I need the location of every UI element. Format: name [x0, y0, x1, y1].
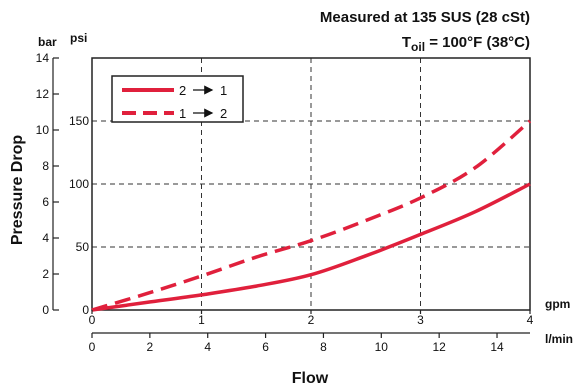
lpm-tick-label: 0 [89, 340, 96, 354]
gpm-tick-label: 3 [417, 313, 424, 327]
bar-tick-label: 12 [36, 87, 50, 101]
gpm-tick-label: 2 [308, 313, 315, 327]
lpm-tick-label: 14 [490, 340, 504, 354]
gpm-unit-label: gpm [545, 297, 570, 311]
legend-label-2to1-from: 2 [179, 83, 186, 98]
series-line-1-to-2 [91, 119, 532, 312]
gpm-tick-label: 1 [198, 313, 205, 327]
psi-tick-label: 50 [76, 240, 90, 254]
lpm-tick-label: 2 [147, 340, 154, 354]
lpm-unit-label: l/min [545, 332, 573, 346]
bar-tick-label: 0 [42, 303, 49, 317]
bar-tick-label: 2 [42, 267, 49, 281]
lpm-tick-label: 6 [262, 340, 269, 354]
title-subscript: oil [411, 40, 425, 54]
chart-title-line1: Measured at 135 SUS (28 cSt) [320, 9, 530, 26]
gpm-tick-label: 0 [89, 313, 96, 327]
lpm-tick-label: 10 [375, 340, 389, 354]
title-suffix: = 100°F (38°C) [425, 34, 530, 51]
bar-unit-label: bar [38, 35, 57, 49]
chart-title-line2: Toil = 100°F (38°C) [402, 34, 530, 54]
x-axis-title: Flow [292, 370, 329, 387]
psi-tick-label: 100 [69, 177, 89, 191]
bar-tick-label: 8 [42, 159, 49, 173]
title-t: T [402, 34, 411, 51]
legend: 2 1 1 2 [111, 75, 244, 123]
lpm-tick-label: 4 [204, 340, 211, 354]
legend-label-1to2-from: 1 [179, 106, 186, 121]
psi-tick-label: 150 [69, 114, 89, 128]
psi-unit-label: psi [70, 31, 87, 45]
series-layer [91, 119, 532, 312]
bar-tick-label: 4 [42, 231, 49, 245]
lpm-tick-label: 8 [320, 340, 327, 354]
bar-tick-label: 6 [42, 195, 49, 209]
series-line-2-to-1 [91, 182, 531, 312]
y-axis-title: Pressure Drop [9, 135, 26, 245]
psi-tick-label: 0 [82, 303, 89, 317]
bar-tick-label: 10 [36, 123, 50, 137]
lpm-tick-label: 12 [432, 340, 446, 354]
gpm-tick-label: 4 [527, 313, 534, 327]
bar-tick-label: 14 [36, 51, 50, 65]
legend-label-1to2-to: 2 [220, 106, 227, 121]
legend-label-2to1-to: 1 [220, 83, 227, 98]
